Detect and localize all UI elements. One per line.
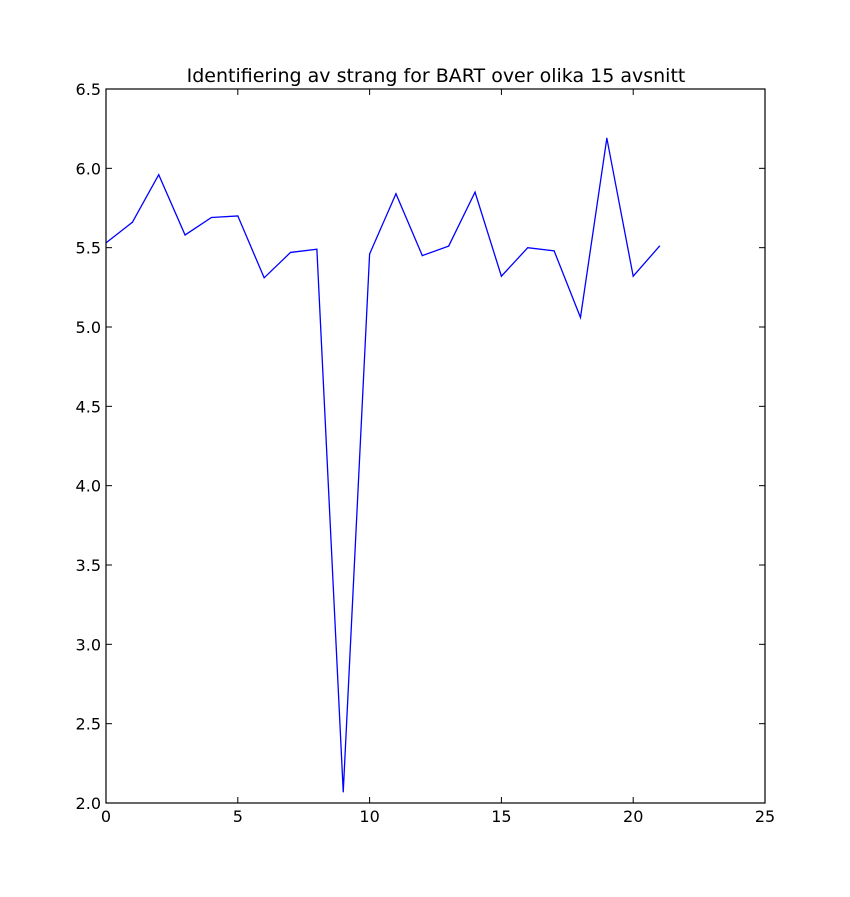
y-tick-label: 3.5 bbox=[76, 556, 101, 575]
data-point bbox=[158, 174, 160, 176]
data-point bbox=[474, 191, 476, 193]
data-point bbox=[553, 250, 555, 252]
data-point bbox=[342, 791, 344, 793]
data-point bbox=[579, 316, 582, 319]
data-point bbox=[184, 234, 186, 236]
series-line bbox=[105, 138, 661, 792]
data-point bbox=[500, 275, 502, 277]
x-tick-label: 0 bbox=[101, 807, 111, 826]
data-point bbox=[210, 216, 213, 219]
y-tick-label: 6.0 bbox=[76, 159, 101, 178]
data-point bbox=[237, 215, 239, 217]
data-point bbox=[421, 255, 423, 257]
y-tick-label: 2.0 bbox=[76, 794, 101, 813]
data-point bbox=[131, 221, 133, 223]
y-tick-label: 2.5 bbox=[76, 715, 101, 734]
data-point bbox=[448, 245, 450, 247]
data-point bbox=[606, 137, 608, 139]
data-point bbox=[369, 253, 371, 255]
y-tick-label: 5.0 bbox=[76, 318, 101, 337]
chart-title: Identifiering av strang for BART over ol… bbox=[187, 65, 686, 87]
plot-frame bbox=[105, 88, 766, 804]
x-tick-label: 5 bbox=[233, 807, 243, 826]
x-tick-label: 25 bbox=[755, 807, 775, 826]
y-tick-label: 3.0 bbox=[76, 635, 101, 654]
data-point bbox=[527, 247, 529, 249]
y-tick-label: 4.0 bbox=[76, 477, 101, 496]
data-point bbox=[658, 245, 661, 247]
x-tick-label: 10 bbox=[359, 807, 379, 826]
series-layer bbox=[105, 137, 661, 793]
x-tick-label: 20 bbox=[623, 807, 643, 826]
ticks-layer: 0 5 10 15 20 25 2.0 2.5 3.0 3.5 4.0 4.5 5.0 5.5 6.0 6.5 bbox=[76, 80, 776, 826]
data-point bbox=[263, 277, 265, 279]
y-tick-label: 5.5 bbox=[76, 239, 101, 258]
y-tick-label: 6.5 bbox=[76, 80, 101, 99]
data-point bbox=[289, 251, 292, 254]
data-point bbox=[316, 248, 318, 250]
data-point bbox=[632, 275, 634, 277]
y-tick-label: 4.5 bbox=[76, 397, 101, 416]
x-tick-label: 15 bbox=[491, 807, 511, 826]
data-point bbox=[395, 193, 397, 195]
